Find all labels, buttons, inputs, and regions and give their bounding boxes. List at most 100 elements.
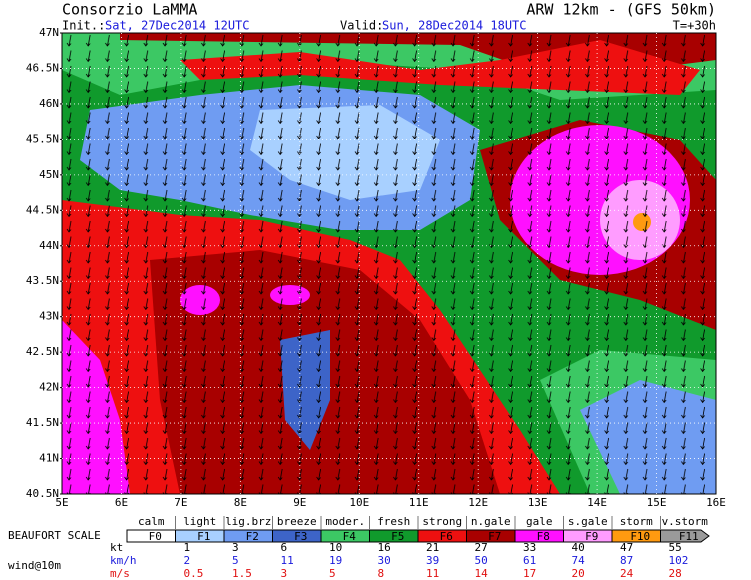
unit-label: km/h xyxy=(110,554,137,567)
threshold: 30 xyxy=(378,554,391,567)
lon-label: 15E xyxy=(647,496,667,509)
init-label: Init.: xyxy=(62,19,105,33)
class-name: gale xyxy=(526,515,553,528)
threshold: 74 xyxy=(572,554,586,567)
lon-label: 10E xyxy=(349,496,369,509)
threshold: 6 xyxy=(281,541,288,554)
map-frame xyxy=(61,32,717,495)
lon-label: 9E xyxy=(293,496,306,509)
threshold: 87 xyxy=(620,554,633,567)
lon-label: 14E xyxy=(587,496,607,509)
class-name: lig.brz xyxy=(225,515,271,528)
lon-label: 11E xyxy=(409,496,429,509)
valid-time: Sun, 28Dec2014 18UTC xyxy=(382,19,527,33)
threshold: 0.5 xyxy=(184,567,204,580)
class-name: strong xyxy=(422,515,462,528)
threshold: 10 xyxy=(329,541,342,554)
threshold: 3 xyxy=(232,541,239,554)
legend-swatch xyxy=(660,529,710,543)
threshold: 2 xyxy=(184,554,191,567)
wind-field xyxy=(62,33,716,494)
threshold: 40 xyxy=(572,541,585,554)
threshold: 3 xyxy=(281,567,288,580)
force-label: F2 xyxy=(246,530,259,543)
threshold: 11 xyxy=(281,554,294,567)
threshold: 21 xyxy=(426,541,439,554)
lat-label: 41N xyxy=(39,452,59,465)
threshold: 28 xyxy=(669,567,682,580)
lat-label: 42N xyxy=(39,381,59,394)
force-label: F11 xyxy=(679,530,699,543)
lon-label: 8E xyxy=(234,496,247,509)
beaufort-legend: calm F0 light F1 lig.brz F2 breeze F3 moder. F4 fr… xyxy=(110,515,710,580)
lat-label: 46.5N xyxy=(26,61,59,74)
lat-label: 41.5N xyxy=(26,416,59,429)
force-label: F10 xyxy=(630,530,650,543)
class-name: storm xyxy=(620,515,653,528)
lon-axis: 5E 6E 7E 8E 9E 10E 11E 12E 13E 14E 15E 16E xyxy=(55,33,726,509)
threshold: 5 xyxy=(329,567,336,580)
init-time: Sat, 27Dec2014 12UTC xyxy=(105,19,250,33)
lon-label: 16E xyxy=(706,496,726,509)
force-label: F5 xyxy=(391,530,404,543)
lat-label: 47N xyxy=(39,26,59,39)
lat-label: 42.5N xyxy=(26,345,59,358)
class-name: calm xyxy=(138,515,165,528)
threshold: 47 xyxy=(620,541,633,554)
threshold: 61 xyxy=(523,554,536,567)
force-label: F3 xyxy=(294,530,307,543)
threshold: 1.5 xyxy=(232,567,252,580)
threshold: 1 xyxy=(184,541,191,554)
force-label: F0 xyxy=(149,530,162,543)
variable: wind@10m xyxy=(8,559,61,572)
title: Consorzio LaMMA xyxy=(62,1,197,19)
force-label: F7 xyxy=(488,530,501,543)
threshold: 20 xyxy=(572,567,585,580)
lon-label: 5E xyxy=(55,496,68,509)
threshold: 11 xyxy=(426,567,439,580)
class-name: light xyxy=(183,515,216,528)
class-name: breeze xyxy=(277,515,317,528)
threshold: 33 xyxy=(523,541,536,554)
lat-label: 46N xyxy=(39,97,59,110)
force-label: F8 xyxy=(537,530,550,543)
lat-label: 45N xyxy=(39,168,59,181)
class-name: fresh xyxy=(377,515,410,528)
threshold: 102 xyxy=(669,554,689,567)
threshold: 14 xyxy=(475,567,489,580)
threshold: 50 xyxy=(475,554,488,567)
force-label: F4 xyxy=(343,530,357,543)
lat-axis: 47N 46.5N 46N 45.5N 45N 44.5N 44N 43.5N 43N 42.5N… xyxy=(26,26,716,500)
lon-label: 6E xyxy=(115,496,128,509)
unit-label: kt xyxy=(110,541,123,554)
threshold: 16 xyxy=(378,541,391,554)
force-label: F1 xyxy=(197,530,210,543)
lat-label: 44N xyxy=(39,239,59,252)
class-name: n.gale xyxy=(471,515,511,528)
threshold: 55 xyxy=(669,541,682,554)
class-name: s.gale xyxy=(568,515,608,528)
lat-label: 43N xyxy=(39,310,59,323)
class-name: moder. xyxy=(325,515,365,528)
force-label: F6 xyxy=(440,530,453,543)
valid-label: Valid: xyxy=(340,19,383,33)
class-name: v.storm xyxy=(662,515,709,528)
threshold: 5 xyxy=(232,554,239,567)
lat-label: 45.5N xyxy=(26,132,59,145)
lon-label: 12E xyxy=(468,496,488,509)
lon-label: 13E xyxy=(528,496,548,509)
unit-label: m/s xyxy=(110,567,130,580)
lat-label: 43.5N xyxy=(26,274,59,287)
threshold: 39 xyxy=(426,554,439,567)
legend-title: BEAUFORT SCALE xyxy=(8,529,101,542)
threshold: 19 xyxy=(329,554,342,567)
threshold: 24 xyxy=(620,567,634,580)
lat-label: 44.5N xyxy=(26,203,59,216)
threshold: 27 xyxy=(475,541,488,554)
model: ARW 12km - (GFS 50km) xyxy=(526,1,716,19)
threshold: 8 xyxy=(378,567,385,580)
lead-time: T=+30h xyxy=(673,19,716,33)
lat-label: 40.5N xyxy=(26,487,59,500)
lon-label: 7E xyxy=(174,496,187,509)
force-label: F9 xyxy=(585,530,598,543)
